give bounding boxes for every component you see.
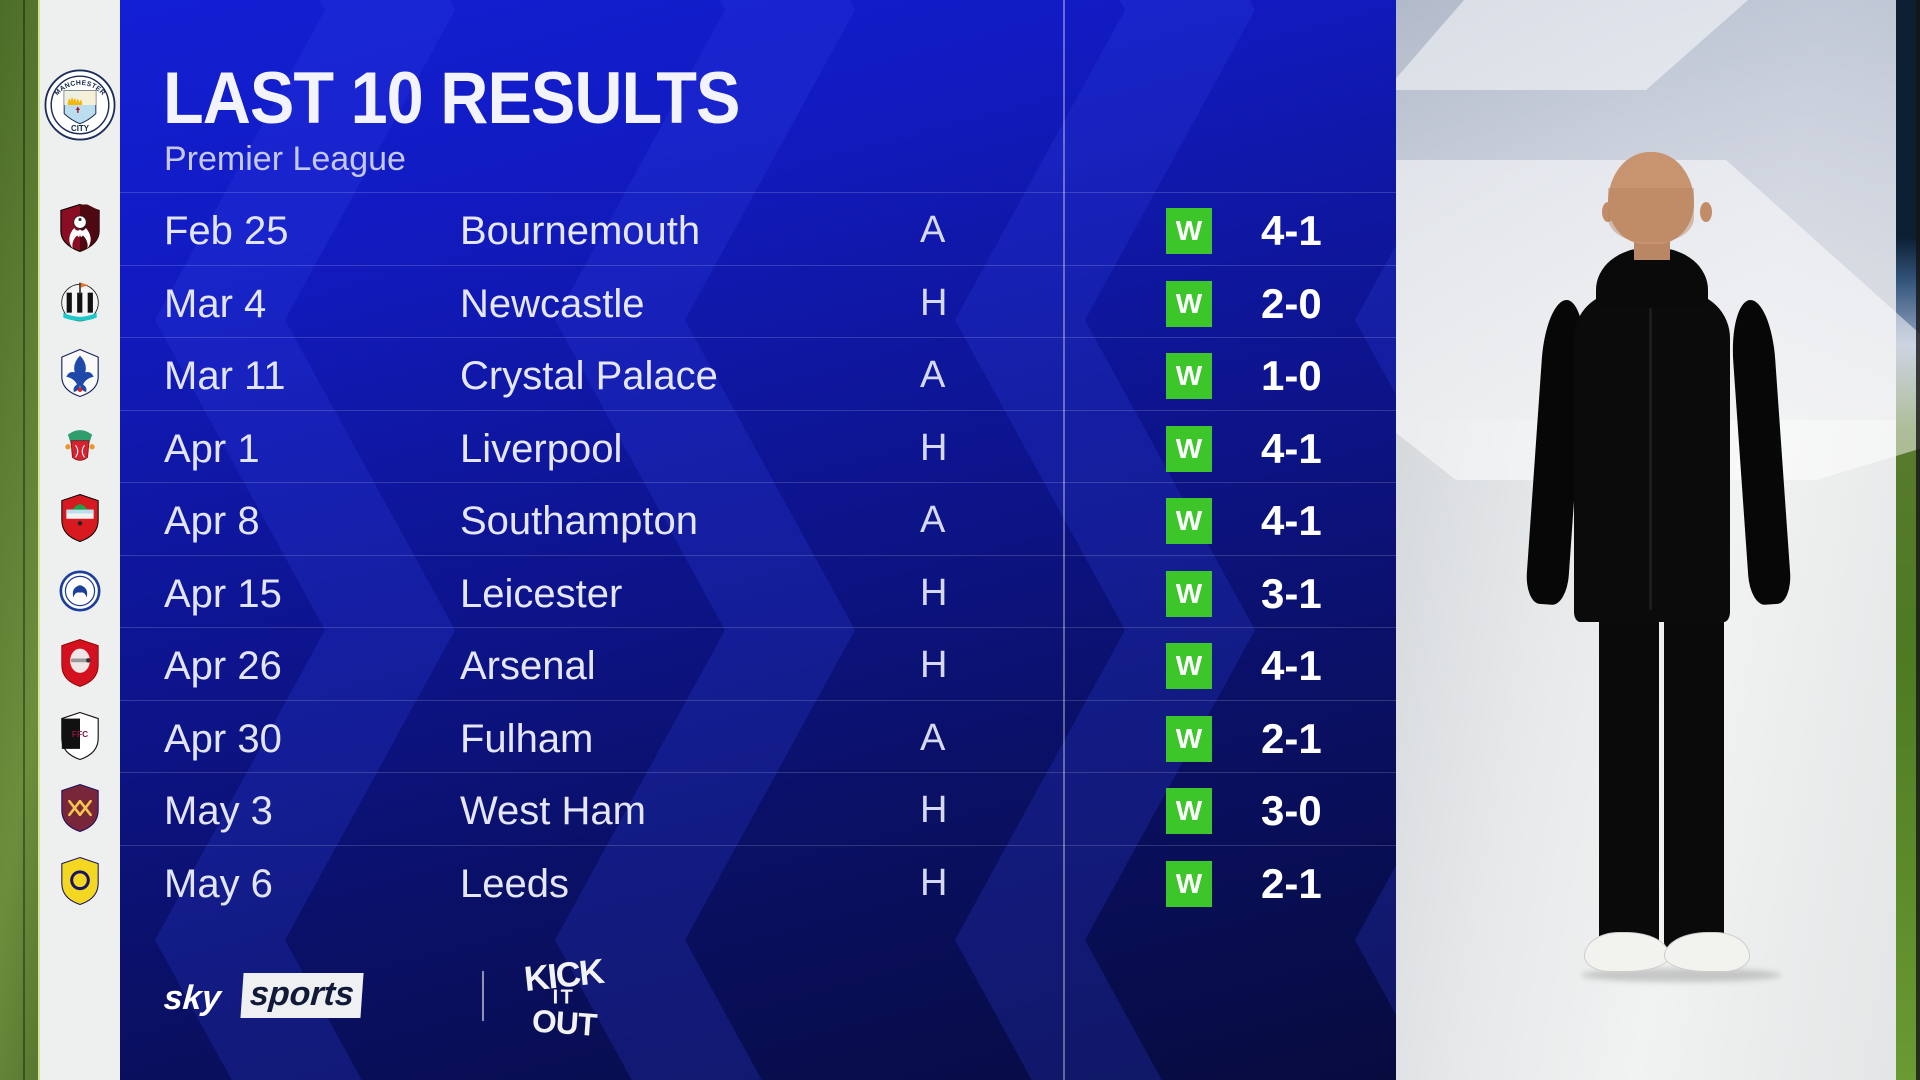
svg-text:CITY: CITY: [71, 124, 90, 133]
svg-text:OUT: OUT: [531, 1002, 598, 1042]
svg-text:FFC: FFC: [72, 729, 88, 739]
